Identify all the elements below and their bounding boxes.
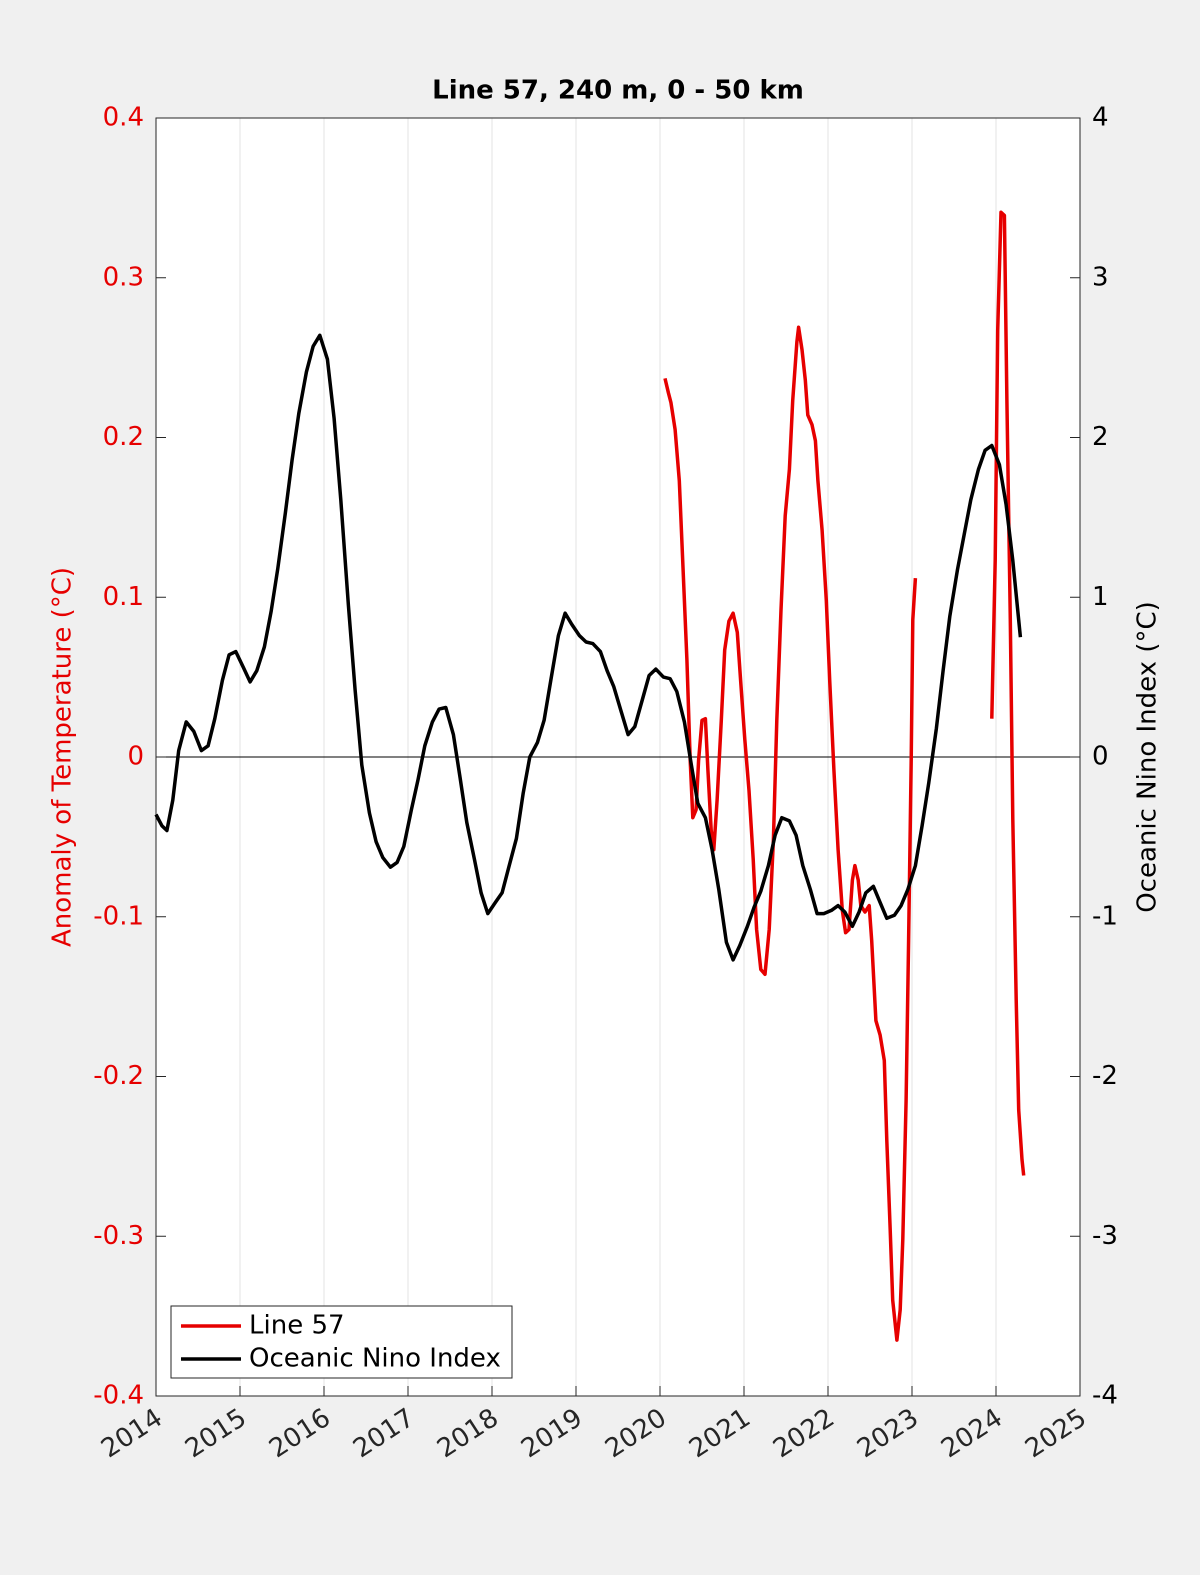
legend-box	[170, 1305, 513, 1379]
y-axis-label: Anomaly of Temperature (°C)	[48, 567, 78, 947]
y2-tick-label: -3	[1092, 1221, 1118, 1251]
x-tick-label: 2022	[768, 1403, 840, 1464]
x-tick-label: 2018	[432, 1403, 504, 1464]
legend-label: Line 57	[249, 1311, 345, 1341]
y-tick-label: -0.2	[93, 1061, 144, 1091]
y-tick-label: -0.4	[93, 1381, 144, 1411]
y2-tick-label: 4	[1092, 103, 1109, 133]
y-tick-label: 0.4	[103, 103, 144, 133]
y-tick-label: 0	[127, 742, 144, 772]
series-line	[663, 210, 1026, 1342]
y-tick-label: 0.2	[103, 422, 144, 452]
x-tick-label: 2020	[600, 1403, 672, 1464]
plot-frame	[155, 117, 1081, 1397]
x-tick-label: 2024	[936, 1403, 1008, 1464]
x-tick-label: 2021	[684, 1403, 756, 1464]
y-tick-label: -0.3	[93, 1221, 144, 1251]
y-tick-label: -0.1	[93, 901, 144, 931]
y-tick-label: 0.1	[103, 582, 144, 612]
y-tick-label: 0.3	[103, 262, 144, 292]
x-tick-label: 2019	[516, 1403, 588, 1464]
y2-tick-label: 0	[1092, 742, 1109, 772]
y2-axis-label: Oceanic Nino Index (°C)	[1133, 601, 1163, 913]
x-tick-label: 2023	[852, 1403, 924, 1464]
y2-tick-label: -1	[1092, 901, 1118, 931]
x-tick-label: 2014	[96, 1403, 168, 1464]
y2-tick-label: -4	[1092, 1381, 1118, 1411]
x-tick-label: 2015	[180, 1403, 252, 1464]
y2-tick-label: -2	[1092, 1061, 1118, 1091]
series-line	[154, 333, 1023, 962]
y2-tick-label: 2	[1092, 422, 1109, 452]
x-tick-label: 2017	[348, 1403, 420, 1464]
x-tick-label: 2025	[1020, 1403, 1092, 1464]
y2-tick-label: 3	[1092, 262, 1109, 292]
y2-tick-label: 1	[1092, 582, 1109, 612]
chart-title: Line 57, 240 m, 0 - 50 km	[432, 76, 804, 106]
legend-label: Oceanic Nino Index	[249, 1344, 501, 1374]
x-tick-label: 2016	[264, 1403, 336, 1464]
